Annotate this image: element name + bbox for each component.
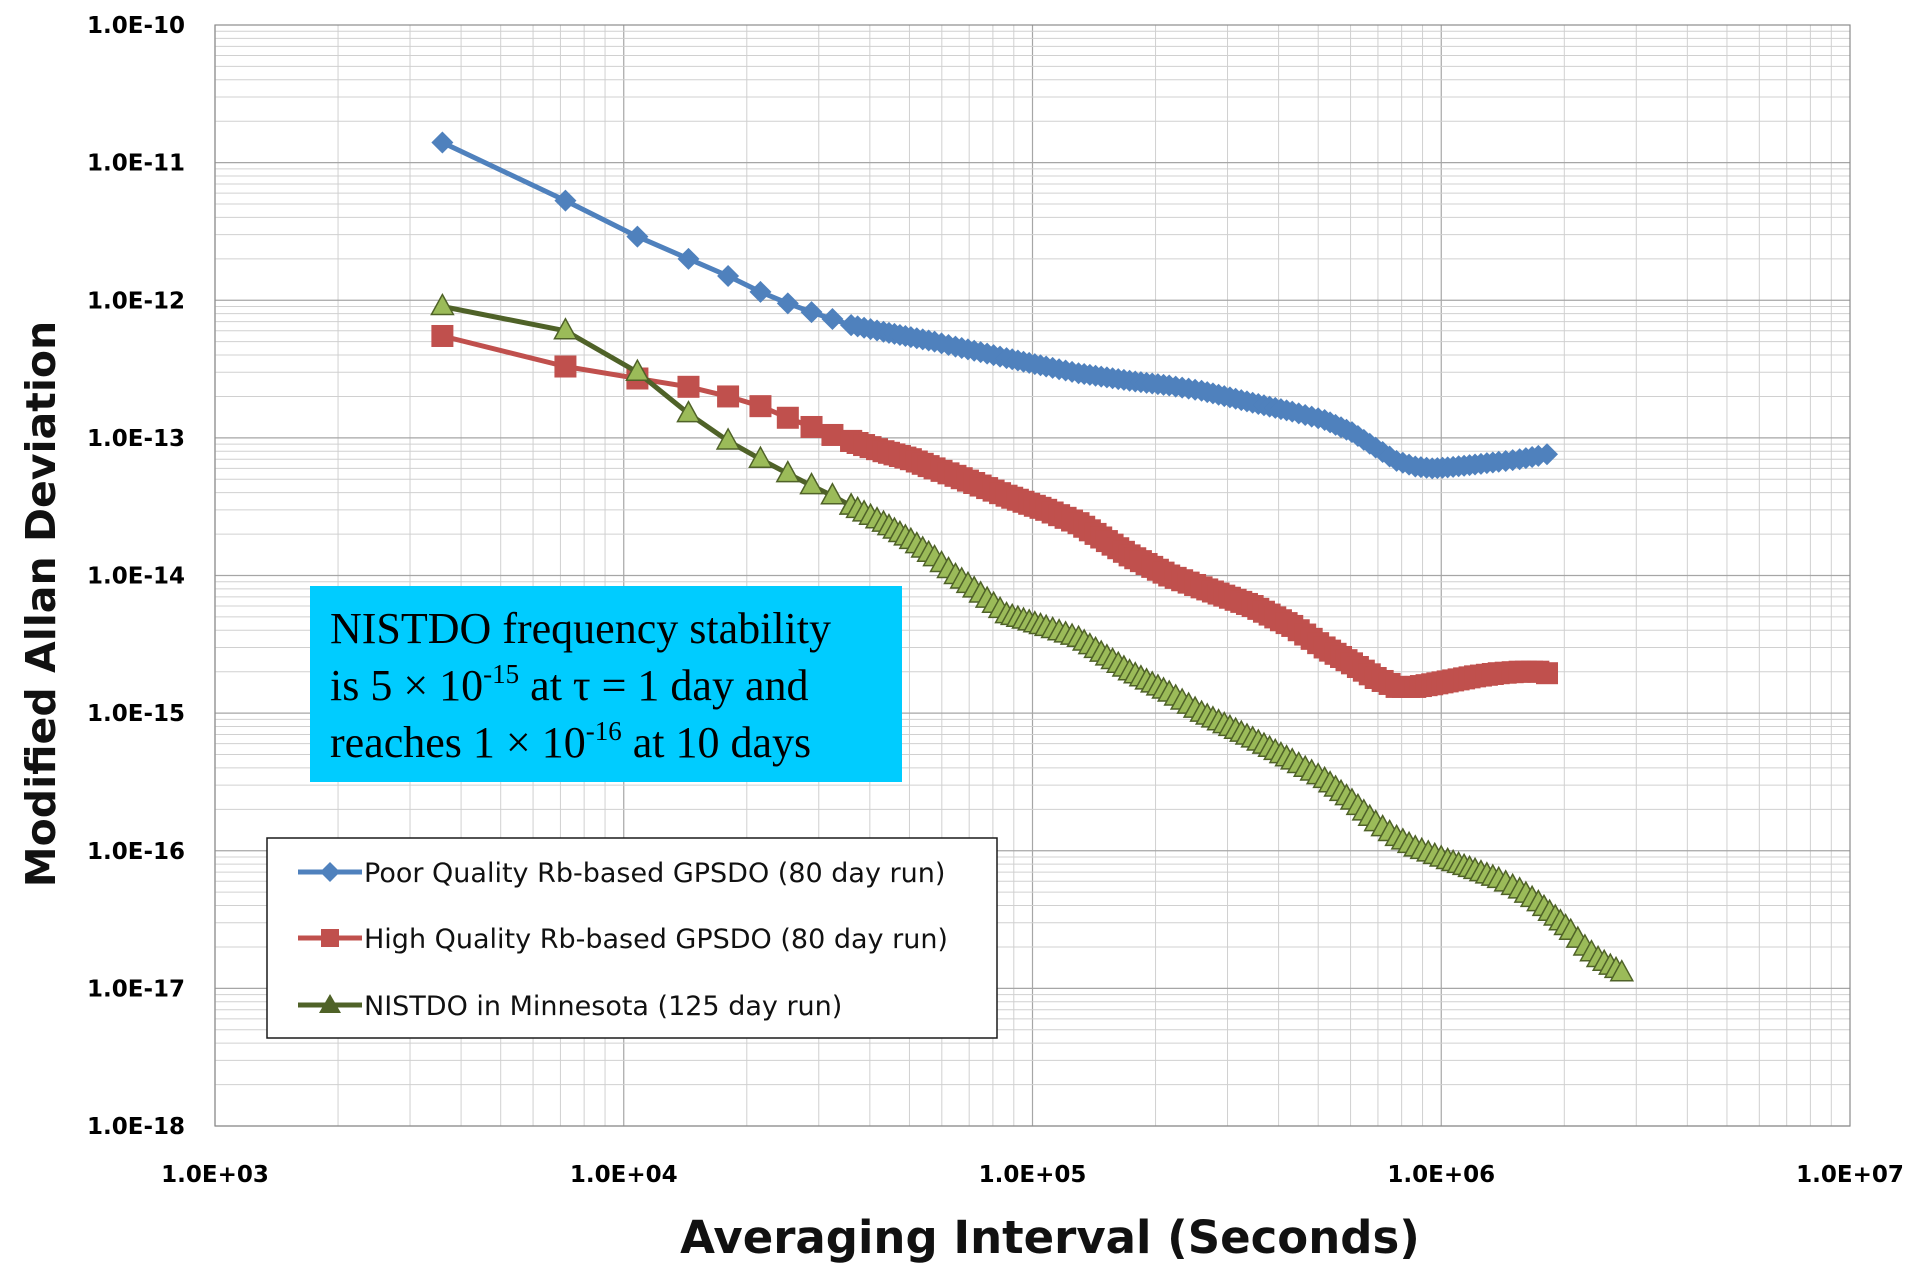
annotation-exponent-1: -15 [483,659,520,689]
annotation-exponent-2: -16 [585,716,622,746]
legend-entry-nistdo: NISTDO in Minnesota (125 day run) [298,991,842,1022]
y-axis-title: Modified Allan Deviation [17,321,65,887]
data-point-square [776,406,799,429]
x-tick-label: 1.0E+06 [1387,1162,1495,1188]
annotation-line-2-end: at τ = 1 day and [519,661,809,710]
y-tick-label: 1.0E-13 [87,426,185,452]
x-tick-label: 1.0E+05 [979,1162,1087,1188]
data-point-square [431,324,454,347]
annotation-line-1: NISTDO frequency stability [330,604,831,653]
data-point-triangle [775,460,801,483]
data-point-diamond [626,225,649,248]
y-tick-label: 1.0E-12 [87,288,185,314]
y-tick-label: 1.0E-11 [87,151,185,177]
data-point-square [554,355,577,378]
x-tick-label: 1.0E+07 [1796,1162,1904,1188]
legend-diamond-marker [320,862,340,882]
x-axis-title: Averaging Interval (Seconds) [680,1211,1420,1264]
y-tick-label: 1.0E-14 [87,564,185,590]
data-point-diamond [800,301,823,324]
data-point-triangle [553,317,578,340]
series-layer [430,131,1635,982]
legend-entry-high-rb: High Quality Rb-based GPSDO (80 day run) [298,924,948,955]
data-point-square [717,385,740,408]
data-point-triangle [1609,959,1635,982]
legend-entry-poor-rb: Poor Quality Rb-based GPSDO (80 day run) [298,858,945,889]
data-point-square [821,423,844,446]
data-point-triangle [799,472,824,495]
y-tick-label: 1.0E-17 [87,976,185,1002]
data-point-diamond [1536,443,1559,466]
x-tick-label: 1.0E+03 [161,1162,269,1188]
annotation-line-3-start: reaches 1 × 10 [330,718,586,767]
annotation-box: NISTDO frequency stability is 5 × 10-15 … [310,586,902,782]
data-point-diamond [431,131,454,154]
y-tick-label: 1.0E-16 [87,839,185,865]
data-point-diamond [776,292,799,315]
data-point-triangle [676,400,701,423]
y-axis-ticks: 1.0E-10 1.0E-11 1.0E-12 1.0E-13 1.0E-14 1.0E-… [87,13,185,1140]
annotation-line-2-start: is 5 × 10 [330,661,484,710]
plot-area-frame [214,24,1851,1127]
data-point-diamond [677,247,700,270]
y-tick-label: 1.0E-18 [87,1114,185,1140]
data-point-square [1536,662,1559,685]
x-axis-ticks: 1.0E+03 1.0E+04 1.0E+05 1.0E+06 1.0E+07 [161,1162,1904,1188]
data-point-triangle [748,445,773,468]
data-point-triangle [430,292,455,316]
legend: Poor Quality Rb-based GPSDO (80 day run)… [266,837,998,1039]
legend-box [266,837,998,1039]
x-tick-label: 1.0E+04 [570,1162,678,1188]
legend-triangle-marker [319,994,341,1013]
legend-label-poor-rb: Poor Quality Rb-based GPSDO (80 day run) [364,858,945,889]
data-point-triangle [625,358,650,381]
y-tick-label: 1.0E-15 [87,701,185,727]
data-point-triangle [820,482,845,505]
data-point-diamond [717,265,740,288]
annotation-line-3: reaches 1 × 10-16 at 10 days [330,714,902,771]
data-point-square [800,415,823,438]
data-point-triangle [715,427,741,450]
series-line-0 [441,140,1548,471]
data-point-square [749,395,772,418]
data-point-diamond [749,280,772,303]
legend-label-high-rb: High Quality Rb-based GPSDO (80 day run) [364,924,948,955]
data-point-diamond [554,189,577,212]
data-point-square [677,375,700,398]
legend-square-marker [321,929,339,947]
y-tick-label: 1.0E-10 [87,13,185,39]
annotation-line-2: is 5 × 10-15 at τ = 1 day and [330,657,902,714]
legend-label-nistdo: NISTDO in Minnesota (125 day run) [364,991,842,1022]
data-point-diamond [821,308,844,331]
annotation-line-3-end: at 10 days [621,718,812,767]
